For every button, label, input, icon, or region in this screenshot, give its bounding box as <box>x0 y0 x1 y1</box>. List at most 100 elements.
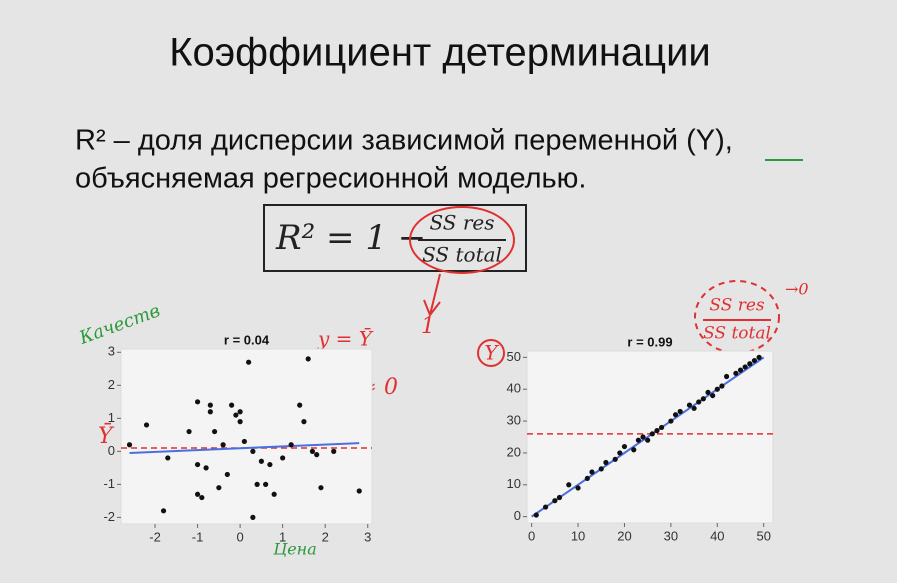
arrow-note: →0 <box>785 280 809 299</box>
arrow-note: 1 <box>421 314 435 339</box>
point <box>263 481 269 487</box>
point <box>216 485 222 491</box>
point <box>254 481 260 487</box>
x-tick-label: 10 <box>571 528 585 543</box>
ybar-note: Ȳ <box>98 423 115 449</box>
point <box>705 389 711 396</box>
point <box>751 357 758 364</box>
point <box>714 386 720 392</box>
y-tick-label: 0 <box>108 443 115 458</box>
y-tick-label: 10 <box>507 476 521 491</box>
point <box>211 428 218 435</box>
point <box>143 422 150 428</box>
point <box>288 442 294 448</box>
point <box>258 458 264 464</box>
point <box>719 383 725 389</box>
point <box>233 412 239 418</box>
x-tick-label: 40 <box>710 528 724 543</box>
point <box>733 370 739 376</box>
y-tick-label: -1 <box>103 476 115 491</box>
point <box>194 491 201 497</box>
point <box>659 424 665 431</box>
point <box>220 442 226 448</box>
arrow <box>423 273 441 318</box>
point <box>331 448 337 454</box>
point <box>250 514 256 520</box>
point <box>631 447 637 453</box>
point <box>237 419 243 425</box>
x-tick-label: 0 <box>237 529 244 544</box>
plot-area <box>120 348 373 525</box>
slide-title: Коэффициент детерминации <box>169 31 711 75</box>
y-tick-label: 50 <box>507 349 521 364</box>
point <box>598 466 604 472</box>
point <box>207 409 213 415</box>
point <box>575 485 581 491</box>
point <box>756 354 762 360</box>
point <box>241 438 247 445</box>
y-tick-label: 0 <box>514 508 521 523</box>
x-tick-label: 30 <box>664 528 678 543</box>
fit-line <box>531 356 765 518</box>
x-tick-label: 2 <box>322 529 329 544</box>
point <box>199 494 205 501</box>
point <box>649 431 655 437</box>
point <box>737 367 744 373</box>
circle <box>694 280 780 354</box>
point <box>621 443 628 450</box>
point <box>301 419 307 425</box>
chart-title: r = 0.99 <box>627 334 672 349</box>
formula-box <box>263 204 527 272</box>
x-tick-label: 1 <box>279 529 286 544</box>
point <box>556 494 563 501</box>
y-note: Y <box>484 341 499 365</box>
point <box>237 409 243 415</box>
point <box>552 498 558 504</box>
point <box>280 455 286 461</box>
point <box>165 455 171 461</box>
y-note: Качеств <box>76 300 163 349</box>
y-tick-label: 1 <box>108 410 115 425</box>
y-tick-label: 40 <box>507 381 521 396</box>
point <box>677 408 683 415</box>
x-tick-label: 20 <box>617 528 631 543</box>
point <box>668 418 674 424</box>
point <box>696 399 702 405</box>
point <box>186 428 192 435</box>
point <box>700 396 706 402</box>
point <box>542 504 549 510</box>
point <box>203 465 209 471</box>
formula-lhs: R² = 1 − <box>275 218 426 258</box>
point <box>229 402 235 408</box>
point <box>612 456 618 462</box>
point <box>617 450 623 456</box>
point <box>271 491 277 497</box>
point <box>710 392 716 399</box>
point <box>603 459 609 466</box>
point <box>194 461 201 468</box>
formula-num: SS res <box>429 211 494 235</box>
point <box>742 364 748 370</box>
point <box>645 437 651 443</box>
point <box>635 437 641 443</box>
point <box>723 373 730 380</box>
eq-note: y = Ȳ <box>317 327 374 351</box>
point <box>356 488 362 494</box>
point <box>309 448 316 454</box>
point <box>589 469 595 475</box>
x-tick-label: 3 <box>364 529 371 544</box>
point <box>654 428 660 434</box>
circle <box>477 339 505 367</box>
point <box>318 485 324 491</box>
point <box>194 399 201 405</box>
x-tick-label: 0 <box>528 528 535 543</box>
text-line: объясняемая регресионной моделью. <box>75 163 586 195</box>
point <box>224 471 230 478</box>
note-den: SS total <box>703 324 771 344</box>
point <box>305 356 311 362</box>
formula-den: SS total <box>422 243 502 267</box>
y-tick-label: 30 <box>507 413 521 428</box>
point <box>250 448 256 454</box>
point <box>533 512 539 518</box>
